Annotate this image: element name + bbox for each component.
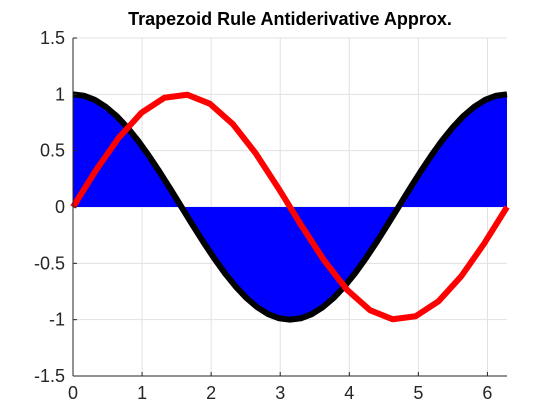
y-tick-label: 1.5 [40, 28, 65, 48]
chart-title: Trapezoid Rule Antiderivative Approx. [128, 9, 452, 29]
y-tick-label: -0.5 [34, 253, 65, 273]
x-tick-label: 1 [137, 383, 147, 403]
series-line-0 [72, 91, 508, 323]
y-tick-label: 0.5 [40, 141, 65, 161]
x-tick-label: 4 [344, 383, 354, 403]
x-tick-label: 5 [413, 383, 423, 403]
x-tick-label: 6 [482, 383, 492, 403]
x-tick-label: 0 [68, 383, 78, 403]
y-tick-label: 1 [55, 84, 65, 104]
y-axis-ticks: -1.5 -1 -0.5 0 0.5 1 1.5 [34, 28, 77, 386]
y-tick-label: 0 [55, 197, 65, 217]
x-axis-ticks: 0 1 2 3 4 5 6 [68, 372, 492, 403]
y-tick-label: -1.5 [34, 366, 65, 386]
series-line-1 [70, 91, 510, 323]
x-tick-label: 2 [206, 383, 216, 403]
y-tick-label: -1 [49, 310, 65, 330]
series-lines [70, 91, 510, 323]
x-tick-label: 3 [275, 383, 285, 403]
